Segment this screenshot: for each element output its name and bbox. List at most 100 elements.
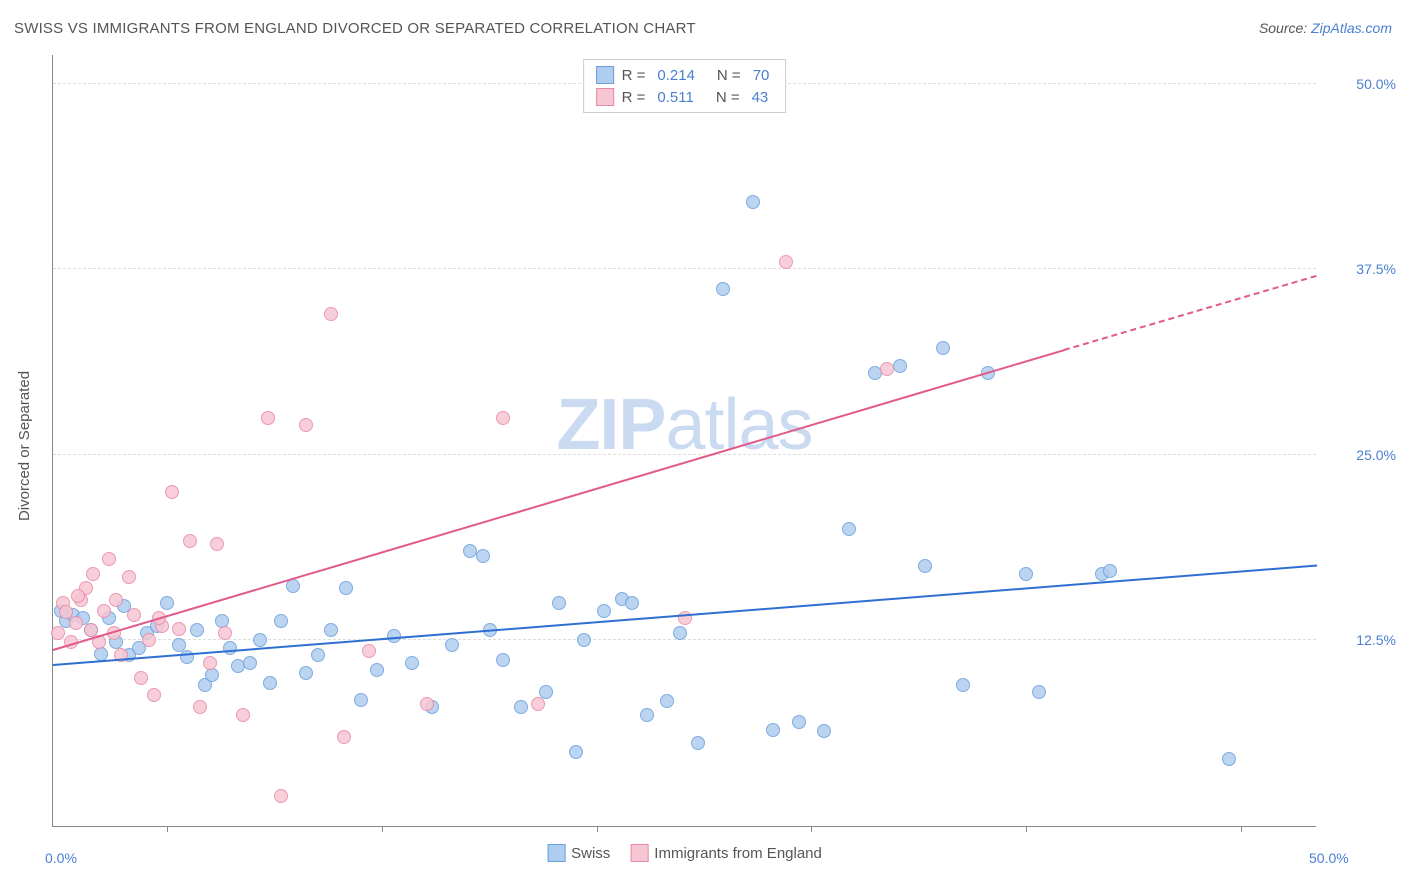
- data-point: [203, 656, 217, 670]
- data-point: [746, 195, 760, 209]
- data-point: [569, 745, 583, 759]
- data-point: [918, 559, 932, 573]
- y-tick-label: 50.0%: [1356, 76, 1396, 92]
- source-link[interactable]: ZipAtlas.com: [1311, 20, 1392, 36]
- legend-item: Immigrants from England: [630, 844, 822, 862]
- data-point: [339, 581, 353, 595]
- data-point: [640, 708, 654, 722]
- data-point: [880, 362, 894, 376]
- data-point: [936, 341, 950, 355]
- data-point: [190, 623, 204, 637]
- data-point: [218, 626, 232, 640]
- correlation-chart: SWISS VS IMMIGRANTS FROM ENGLAND DIVORCE…: [0, 0, 1406, 892]
- data-point: [127, 608, 141, 622]
- data-point: [625, 596, 639, 610]
- data-point: [531, 697, 545, 711]
- data-point: [180, 650, 194, 664]
- data-point: [51, 626, 65, 640]
- data-point: [299, 418, 313, 432]
- data-point: [405, 656, 419, 670]
- plot-area: ZIPatlas R =0.214N =70R =0.511N =43 Swis…: [52, 55, 1316, 827]
- data-point: [420, 697, 434, 711]
- x-minor-tick: [382, 826, 383, 832]
- x-minor-tick: [1241, 826, 1242, 832]
- legend-swatch: [547, 844, 565, 862]
- data-point: [109, 593, 123, 607]
- y-axis-title: Divorced or Separated: [16, 371, 33, 521]
- x-minor-tick: [1026, 826, 1027, 832]
- source-label: Source: ZipAtlas.com: [1259, 20, 1392, 36]
- data-point: [172, 622, 186, 636]
- legend-series: SwissImmigrants from England: [547, 844, 822, 862]
- data-point: [514, 700, 528, 714]
- legend-swatch: [596, 66, 614, 84]
- y-tick-label: 12.5%: [1356, 632, 1396, 648]
- data-point: [1103, 564, 1117, 578]
- data-point: [842, 522, 856, 536]
- data-point: [766, 723, 780, 737]
- data-point: [496, 411, 510, 425]
- x-tick-label: 50.0%: [1309, 850, 1349, 866]
- x-tick-label: 0.0%: [45, 850, 77, 866]
- data-point: [236, 708, 250, 722]
- data-point: [71, 589, 85, 603]
- data-point: [956, 678, 970, 692]
- gridline: [53, 639, 1316, 640]
- gridline: [53, 268, 1316, 269]
- data-point: [122, 570, 136, 584]
- data-point: [1222, 752, 1236, 766]
- data-point: [147, 688, 161, 702]
- data-point: [893, 359, 907, 373]
- gridline: [53, 454, 1316, 455]
- data-point: [299, 666, 313, 680]
- data-point: [716, 282, 730, 296]
- data-point: [577, 633, 591, 647]
- data-point: [274, 789, 288, 803]
- data-point: [337, 730, 351, 744]
- legend-row: R =0.214N =70: [596, 64, 774, 86]
- data-point: [1019, 567, 1033, 581]
- data-point: [263, 676, 277, 690]
- data-point: [370, 663, 384, 677]
- x-minor-tick: [597, 826, 598, 832]
- legend-correlation: R =0.214N =70R =0.511N =43: [583, 59, 787, 113]
- trend-line-extrapolated: [1064, 275, 1317, 351]
- data-point: [792, 715, 806, 729]
- data-point: [142, 633, 156, 647]
- data-point: [261, 411, 275, 425]
- data-point: [311, 648, 325, 662]
- data-point: [274, 614, 288, 628]
- data-point: [496, 653, 510, 667]
- chart-title: SWISS VS IMMIGRANTS FROM ENGLAND DIVORCE…: [14, 20, 696, 37]
- data-point: [660, 694, 674, 708]
- data-point: [817, 724, 831, 738]
- data-point: [552, 596, 566, 610]
- data-point: [673, 626, 687, 640]
- data-point: [205, 668, 219, 682]
- data-point: [97, 604, 111, 618]
- data-point: [324, 307, 338, 321]
- data-point: [160, 596, 174, 610]
- data-point: [69, 616, 83, 630]
- data-point: [243, 656, 257, 670]
- data-point: [253, 633, 267, 647]
- data-point: [102, 552, 116, 566]
- data-point: [210, 537, 224, 551]
- data-point: [1032, 685, 1046, 699]
- data-point: [779, 255, 793, 269]
- data-point: [165, 485, 179, 499]
- data-point: [362, 644, 376, 658]
- data-point: [94, 647, 108, 661]
- data-point: [445, 638, 459, 652]
- y-tick-label: 25.0%: [1356, 447, 1396, 463]
- trend-line: [53, 564, 1317, 665]
- data-point: [183, 534, 197, 548]
- data-point: [691, 736, 705, 750]
- x-minor-tick: [167, 826, 168, 832]
- legend-row: R =0.511N =43: [596, 86, 774, 108]
- data-point: [476, 549, 490, 563]
- x-minor-tick: [811, 826, 812, 832]
- data-point: [597, 604, 611, 618]
- legend-swatch: [630, 844, 648, 862]
- data-point: [193, 700, 207, 714]
